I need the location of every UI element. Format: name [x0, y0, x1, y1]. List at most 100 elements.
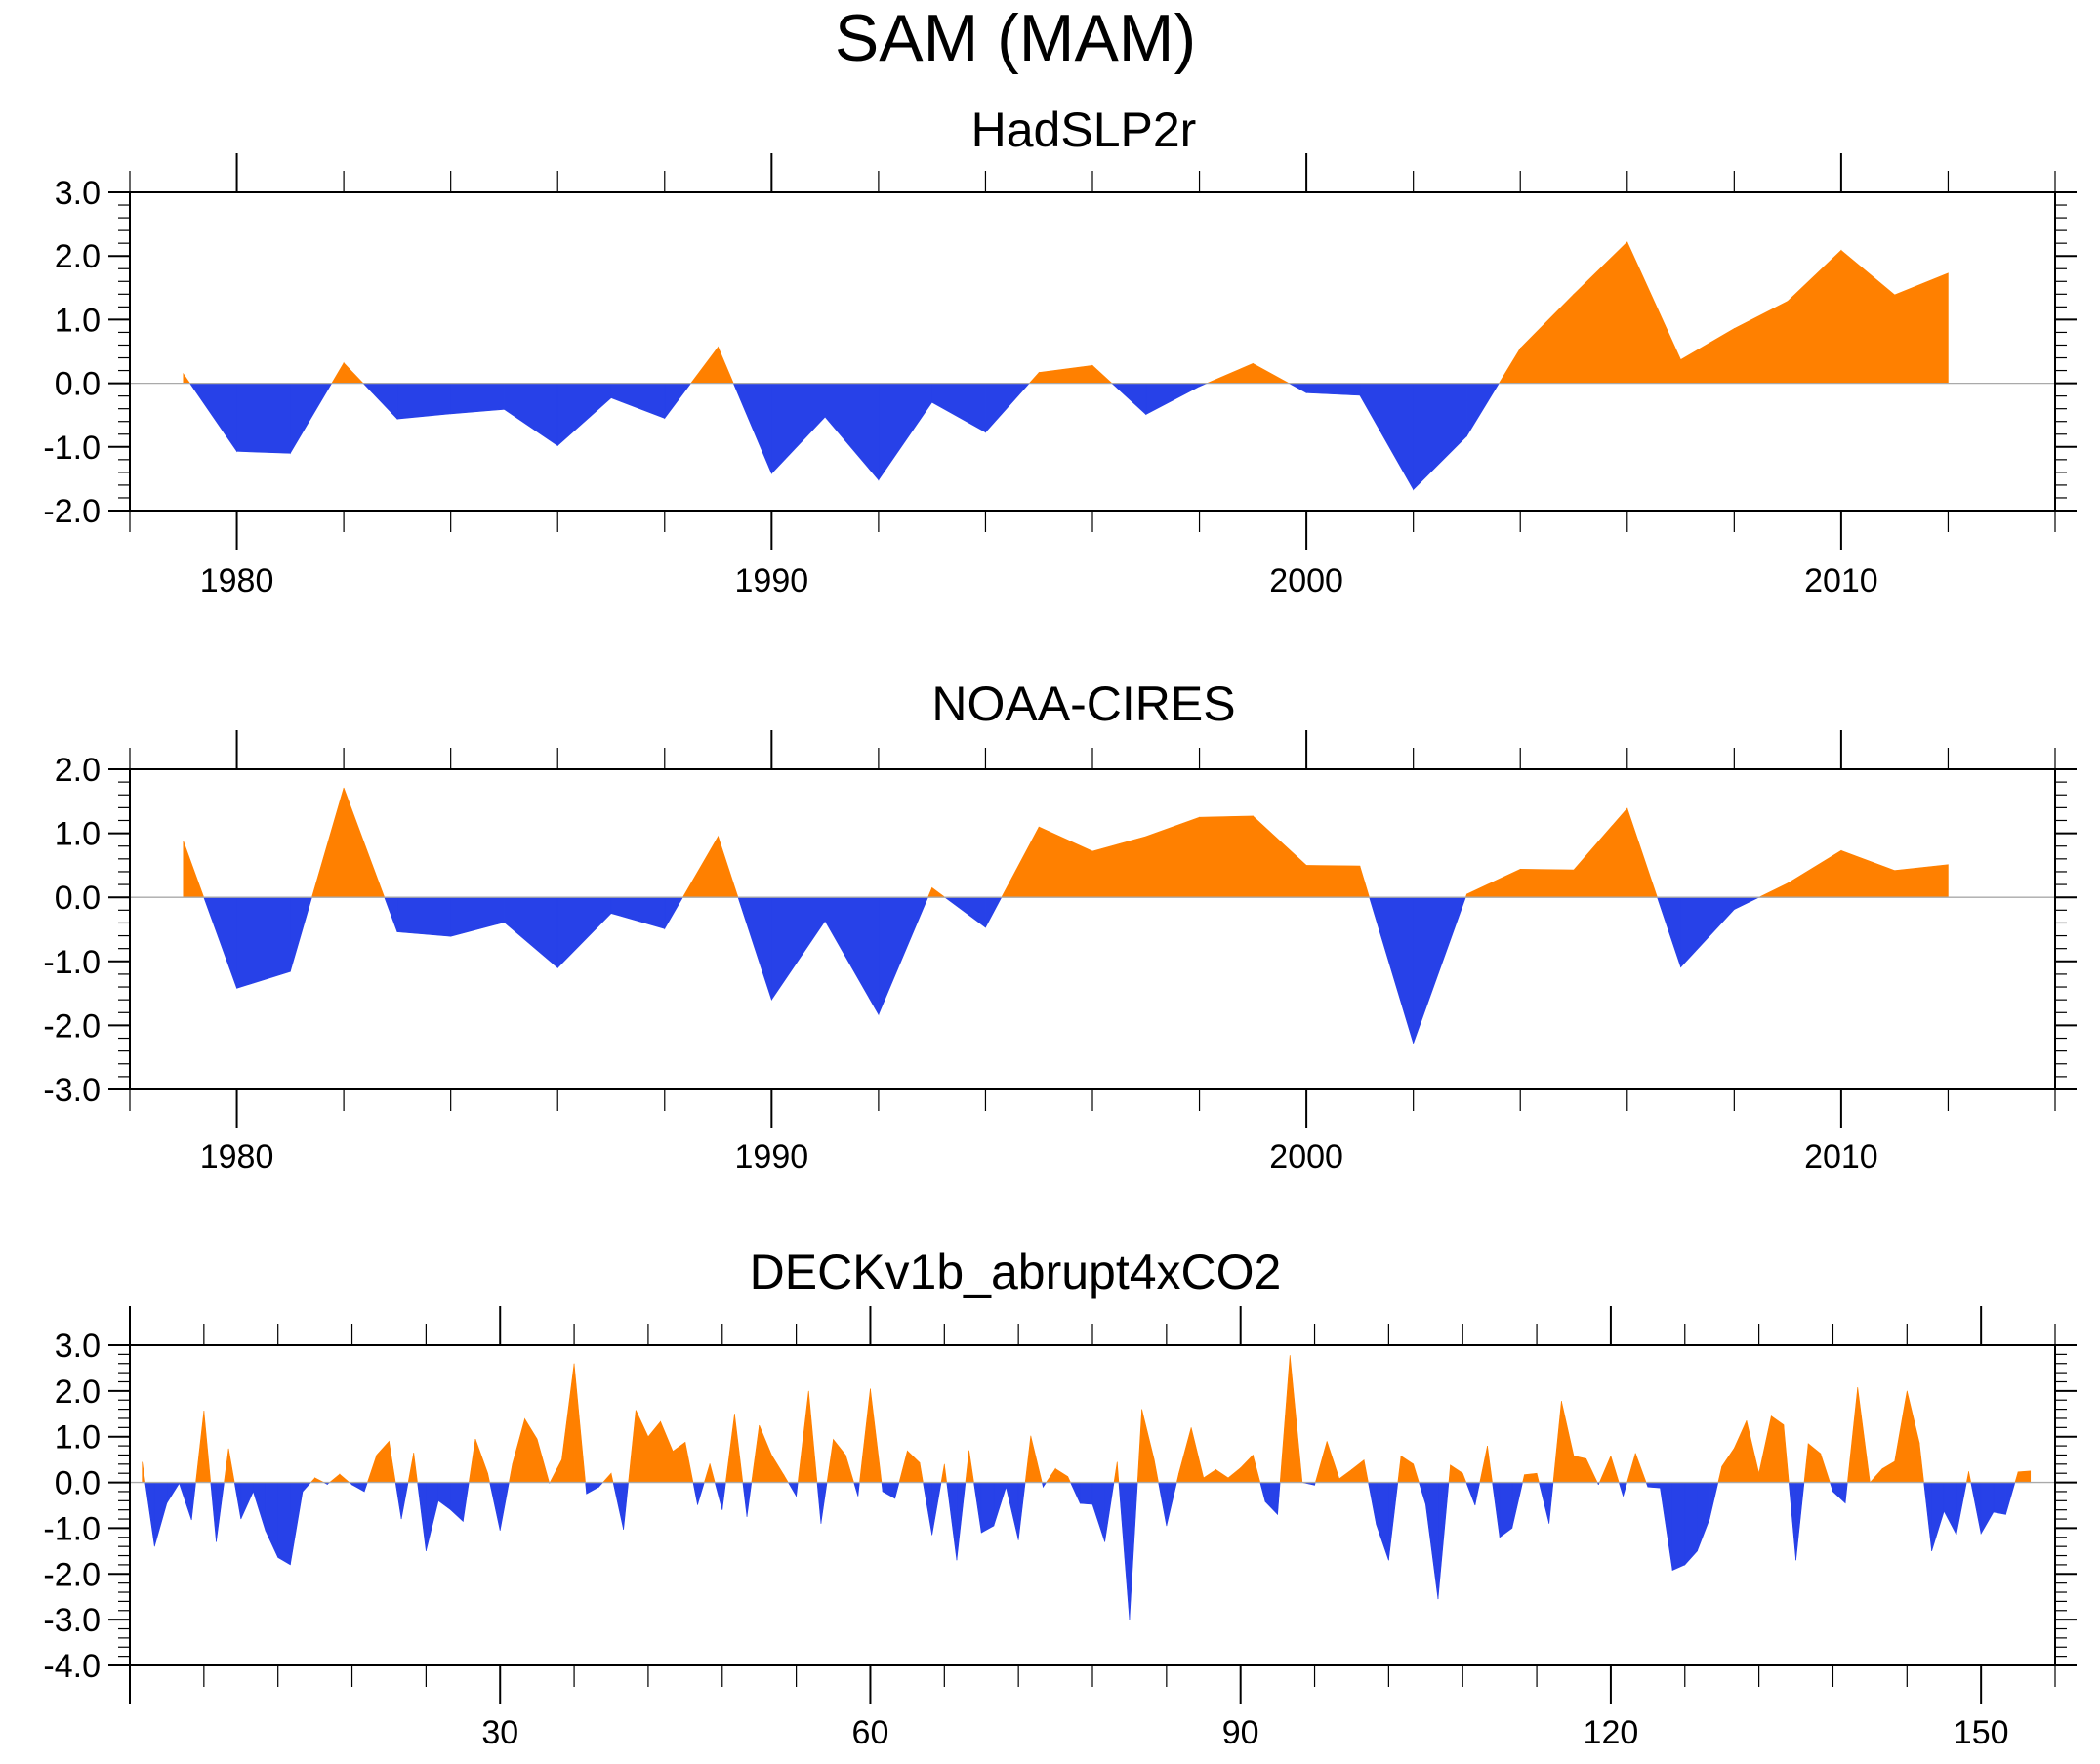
- positive-area-segment: [309, 1477, 315, 1483]
- negative-area-segment: [1660, 1482, 1673, 1571]
- negative-area-segment: [623, 1482, 629, 1530]
- positive-area-segment: [684, 1442, 694, 1483]
- x-tick-label: 2010: [1804, 562, 1878, 599]
- positive-area-segment: [1680, 328, 1735, 384]
- positive-area-segment: [1190, 1427, 1205, 1483]
- positive-area-segment: [474, 1438, 488, 1483]
- positive-area-segment: [1758, 882, 1789, 898]
- positive-area-segment: [1253, 1455, 1261, 1483]
- negative-area-segment: [210, 1482, 217, 1542]
- positive-area-segment: [1561, 1401, 1575, 1483]
- positive-area-segment: [1136, 1409, 1142, 1483]
- y-tick-label: 2.0: [55, 1374, 101, 1411]
- x-tick-label: 1990: [735, 1138, 809, 1175]
- negative-area-segment: [1158, 1482, 1168, 1527]
- negative-area-segment: [985, 896, 1003, 928]
- positive-area-segment: [1968, 1471, 1972, 1483]
- negative-area-segment: [882, 1482, 896, 1499]
- negative-area-segment: [598, 1482, 604, 1489]
- x-tick-label: 2000: [1269, 562, 1343, 599]
- positive-area-segment: [635, 1410, 649, 1483]
- positive-area-segment: [681, 835, 719, 898]
- positive-area-segment: [314, 1477, 324, 1483]
- positive-area-segment: [1758, 1415, 1772, 1483]
- panel-deckv1b-abrupt4xco2: DECKv1b_abrupt4xCO2 -4.0 -3.0 -2.0 -1.0 0.0 1…: [43, 1245, 2077, 1751]
- negative-area-segment: [290, 896, 312, 972]
- positive-area-segment: [1519, 293, 1575, 384]
- positive-area-segment: [1524, 1472, 1538, 1483]
- negative-area-segment: [923, 1482, 932, 1536]
- positive-area-segment: [1746, 1420, 1759, 1483]
- positive-area-segment: [826, 1439, 834, 1483]
- negative-area-segment: [265, 1482, 278, 1558]
- panel-noaa-cires: NOAA-CIRES -3.0 -2.0 -1.0 0.0 1.0 2.0 1980 1990…: [43, 677, 2077, 1175]
- negative-area-segment: [732, 383, 772, 474]
- negative-area-segment: [1413, 896, 1466, 1044]
- positive-area-segment: [389, 1441, 396, 1483]
- negative-area-segment: [1923, 1482, 1932, 1551]
- positive-area-segment: [1116, 1461, 1120, 1483]
- negative-area-segment: [463, 1482, 470, 1522]
- negative-area-segment: [1419, 1482, 1426, 1505]
- negative-area-segment: [504, 896, 558, 969]
- negative-area-segment: [277, 1482, 291, 1566]
- positive-area-segment: [1141, 1409, 1155, 1483]
- negative-area-segment: [233, 1482, 242, 1520]
- negative-area-segment: [1166, 1482, 1177, 1527]
- negative-area-segment: [820, 1482, 828, 1524]
- positive-area-segment: [512, 1418, 525, 1483]
- positive-area-segment: [965, 1450, 969, 1483]
- negative-area-segment: [878, 383, 932, 481]
- negative-area-segment: [714, 1482, 723, 1510]
- positive-area-segment: [203, 1410, 212, 1483]
- positive-area-segment: [1199, 815, 1254, 898]
- positive-area-segment: [343, 787, 386, 898]
- negative-area-segment: [1413, 383, 1467, 491]
- negative-area-segment: [1844, 1482, 1848, 1503]
- negative-area-segment: [556, 896, 612, 969]
- positive-area-segment: [718, 347, 734, 384]
- positive-area-segment: [1552, 1401, 1562, 1483]
- negative-area-segment: [1709, 1482, 1719, 1520]
- positive-area-segment: [1585, 1458, 1598, 1483]
- negative-area-segment: [1111, 383, 1147, 416]
- positive-area-segment: [759, 1424, 772, 1483]
- y-tick-label: 1.0: [55, 1419, 101, 1456]
- x-tick-label: 1980: [200, 562, 274, 599]
- negative-area-segment: [556, 383, 612, 447]
- positive-area-segment: [1279, 1355, 1291, 1483]
- negative-area-segment: [1671, 1482, 1686, 1572]
- positive-area-segment: [1215, 1468, 1229, 1483]
- positive-area-segment: [376, 1440, 390, 1483]
- positive-area-segment: [660, 1421, 674, 1483]
- negative-area-segment: [1931, 1482, 1945, 1551]
- negative-area-segment: [946, 1482, 958, 1561]
- negative-area-segment: [610, 896, 666, 929]
- positive-area-segment: [1038, 364, 1093, 384]
- panel-title-deckv1b-abrupt4xco2: DECKv1b_abrupt4xCO2: [750, 1245, 1282, 1299]
- negative-area-segment: [144, 1482, 155, 1547]
- negative-area-segment: [1548, 1482, 1554, 1524]
- negative-area-segment: [931, 383, 986, 433]
- negative-area-segment: [1264, 1482, 1278, 1516]
- x-tick-label: 2000: [1269, 1138, 1343, 1175]
- positive-area-segment: [725, 1414, 735, 1483]
- positive-area-segment: [183, 841, 205, 898]
- negative-area-segment: [1734, 896, 1759, 911]
- positive-area-segment: [940, 1463, 945, 1483]
- positive-area-segment: [1734, 1420, 1748, 1483]
- negative-area-segment: [504, 383, 558, 447]
- positive-area-segment: [1253, 362, 1290, 384]
- negative-area-segment: [362, 383, 398, 420]
- negative-area-segment: [240, 1482, 254, 1520]
- positive-area-segment: [703, 1463, 711, 1483]
- negative-area-segment: [216, 1482, 225, 1542]
- positive-area-segment: [1803, 1443, 1809, 1483]
- positive-area-segment: [1573, 1456, 1586, 1483]
- positive-area-segment: [1359, 865, 1370, 898]
- positive-area-segment: [328, 1473, 341, 1483]
- positive-area-segment: [944, 1463, 948, 1483]
- positive-area-segment: [1240, 1454, 1254, 1483]
- negative-area-segment: [737, 896, 772, 1001]
- positive-area-segment: [1413, 1463, 1420, 1483]
